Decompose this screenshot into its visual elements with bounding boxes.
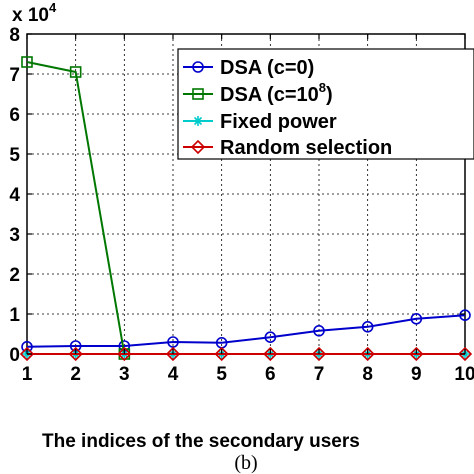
data-point-diamond: [165, 346, 181, 362]
y-tick-label: 4: [9, 185, 20, 206]
x-tick-label: 8: [362, 364, 373, 385]
y-tick-label: 1: [9, 305, 20, 326]
data-point-star: [193, 116, 203, 126]
figure-caption: (b): [234, 452, 257, 474]
x-tick-label: 5: [216, 364, 227, 385]
star-strokes: [193, 116, 203, 126]
data-point-diamond: [214, 346, 229, 362]
series-line: [26, 61, 126, 355]
legend-label-tail: ): [326, 84, 333, 106]
legend-entry: DSA (c=108): [183, 80, 333, 106]
legend-label-base: Random selection: [220, 137, 392, 159]
data-point-square: [69, 66, 82, 78]
x-axis-label: The indices of the secondary users: [42, 431, 360, 452]
legend-label: DSA (c=108): [220, 80, 333, 106]
data-point-circle: [264, 331, 277, 344]
data-point-diamond: [311, 346, 327, 362]
y-multiplier-base: x 10: [12, 5, 49, 26]
y-multiplier: x 104: [12, 0, 57, 26]
legend-entry: DSA (c=0): [183, 57, 314, 79]
data-point-square: [192, 88, 204, 100]
y-tick-label: 7: [9, 65, 20, 86]
data-point-diamond: [263, 346, 278, 362]
y-axis-ticks: 0 1 2 3 4 5 6 7 8: [9, 25, 465, 366]
legend-label: Random selection: [220, 137, 392, 159]
y-multiplier-exponent: 4: [49, 0, 57, 15]
y-tick-label: 5: [9, 145, 20, 166]
data-point-circle: [410, 312, 423, 325]
legend-label-superscript: 8: [319, 80, 326, 95]
data-point-diamond: [457, 346, 473, 362]
legend-box: [177, 48, 474, 160]
x-tick-label: 6: [265, 364, 276, 385]
series-3: [19, 346, 473, 362]
y-tick-label: 2: [9, 265, 20, 286]
data-point-circle: [361, 320, 374, 333]
legend-entry: Fixed power: [183, 111, 337, 133]
legend-label-base: DSA (c=10: [220, 84, 319, 106]
x-tick-label: 10: [454, 364, 474, 385]
data-point-diamond: [117, 346, 132, 362]
data-point-diamond: [19, 346, 35, 362]
data-point-diamond: [409, 346, 424, 362]
y-tick-label: 8: [9, 25, 20, 46]
legend-label-base: Fixed power: [220, 111, 337, 133]
y-tick-label: 6: [9, 105, 20, 126]
x-tick-label: 4: [168, 364, 179, 385]
data-point-square: [21, 56, 33, 68]
data-point-diamond: [68, 346, 83, 362]
x-tick-label: 7: [314, 364, 325, 385]
y-tick-label: 3: [9, 225, 20, 246]
legend-label: Fixed power: [220, 111, 337, 133]
series-0: [21, 309, 471, 353]
data-point-circle: [313, 324, 325, 337]
x-tick-label: 2: [70, 364, 81, 385]
data-point-diamond: [360, 346, 375, 362]
y-tick-label: 0: [9, 345, 20, 366]
legend-entry: Random selection: [183, 137, 392, 159]
x-tick-label: 1: [22, 364, 33, 385]
legend-label: DSA (c=0): [220, 57, 314, 79]
data-point-circle: [459, 309, 471, 322]
data-point-circle: [192, 61, 204, 73]
series-line: [26, 314, 466, 348]
x-tick-label: 3: [119, 364, 130, 385]
x-tick-label: 9: [411, 364, 422, 385]
legend-label-base: DSA (c=0): [220, 57, 314, 79]
data-point-diamond: [190, 139, 206, 155]
x-axis-ticks: 1 2 3 4 5 6 7 8 9 10: [22, 34, 474, 385]
